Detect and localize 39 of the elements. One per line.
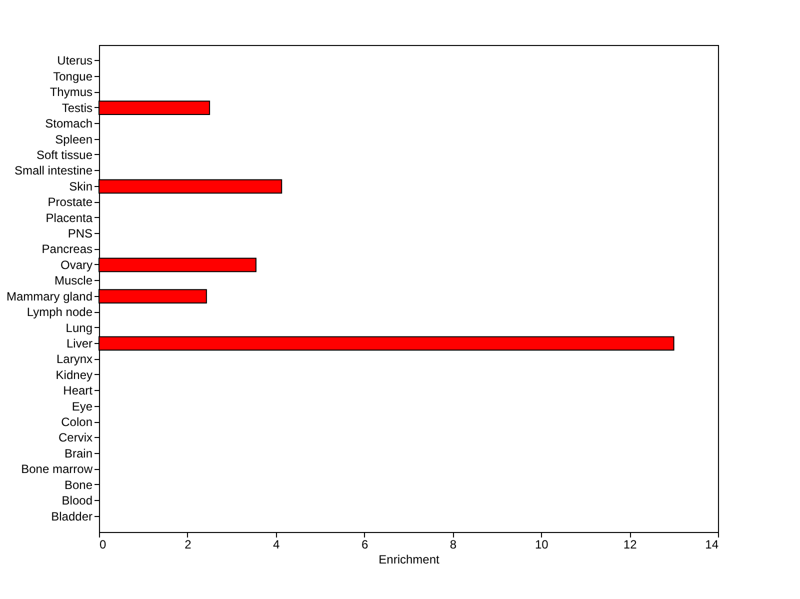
y-tick-label: Bone marrow <box>21 462 93 476</box>
y-tick-label: Soft tissue <box>36 148 93 162</box>
y-tick-label: Stomach <box>45 116 92 131</box>
y-tick-label: Muscle <box>54 274 93 288</box>
y-tick-label: Blood <box>62 494 92 508</box>
y-tick-label: PNS <box>68 226 92 241</box>
y-tick-label: Spleen <box>55 132 92 146</box>
y-tick-label: Lymph node <box>26 305 93 320</box>
y-tick-label: Ovary <box>60 258 92 272</box>
y-tick-label: Pancreas <box>42 242 92 256</box>
y-tick-label: Tongue <box>53 69 93 84</box>
y-tick-label: Thymus <box>50 85 92 100</box>
y-tick-label: Placenta <box>46 210 93 225</box>
x-tick-label: 14 <box>705 538 719 552</box>
y-tick-label: Cervix <box>58 430 92 445</box>
y-tick-label: Bone <box>64 478 93 492</box>
x-tick-label: 12 <box>623 538 638 552</box>
y-tick-label: Eye <box>72 399 93 414</box>
x-tick-label: 4 <box>273 538 280 552</box>
y-tick-label: Liver <box>66 336 92 350</box>
y-tick-label: Larynx <box>56 352 92 366</box>
y-tick-label: Small intestine <box>14 164 93 178</box>
x-tick-label: 6 <box>361 538 368 552</box>
x-tick-label: 8 <box>450 538 457 552</box>
y-tick-label: Prostate <box>48 195 93 210</box>
x-axis-title: Enrichment <box>378 552 440 566</box>
y-tick-label: Lung <box>66 320 92 335</box>
x-tick-label: 10 <box>534 538 549 552</box>
y-tick-label: Colon <box>61 415 92 430</box>
y-tick-label: Brain <box>64 446 92 460</box>
y-tick-label: Kidney <box>56 368 92 382</box>
y-tick-label: Mammary gland <box>6 289 92 304</box>
y-tick-label: Testis <box>62 100 92 115</box>
y-tick-label: Bladder <box>51 509 92 524</box>
y-tick-label: Uterus <box>57 54 92 68</box>
y-tick-label: Heart <box>63 384 94 398</box>
x-tick-label: 2 <box>184 538 192 552</box>
x-tick-label: 0 <box>100 538 106 552</box>
y-tick-label: Skin <box>69 179 92 194</box>
